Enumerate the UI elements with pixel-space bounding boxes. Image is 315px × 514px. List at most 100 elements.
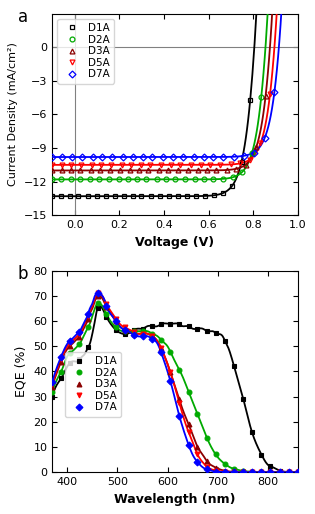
D3A: [214, 465, 218, 471]
D3A: [123, 327, 127, 333]
D5A: [187, 429, 191, 435]
D1A: [278, 468, 282, 474]
D3A: [176, 168, 180, 174]
D5A: [59, 356, 63, 362]
D5A: [50, 162, 54, 168]
D3A: [86, 316, 90, 322]
D3A: [77, 334, 81, 340]
D2A: [211, 176, 215, 182]
D7A: [171, 154, 175, 160]
D2A: [77, 341, 81, 347]
D7A: [110, 154, 114, 160]
D5A: [139, 162, 143, 168]
Line: D1A: D1A: [50, 0, 271, 198]
D3A: [268, 469, 272, 475]
D7A: [151, 154, 154, 160]
D5A: [70, 162, 73, 168]
D1A: [223, 338, 227, 344]
D1A: [114, 327, 117, 333]
D3A: [132, 331, 136, 337]
D5A: [141, 331, 145, 337]
Line: D3A: D3A: [50, 0, 288, 173]
D3A: [89, 168, 93, 174]
D2A: [202, 176, 206, 182]
D1A: [287, 469, 290, 475]
D5A: [159, 345, 163, 351]
D1A: [167, 193, 170, 199]
D2A: [141, 328, 145, 334]
D1A: [59, 193, 63, 199]
D1A: [185, 193, 189, 199]
D2A: [259, 94, 263, 100]
D1A: [95, 193, 99, 199]
D3A: [50, 168, 54, 174]
Line: D5A: D5A: [50, 0, 293, 167]
D2A: [205, 434, 209, 440]
D2A: [135, 176, 139, 182]
D7A: [162, 154, 165, 160]
D2A: [96, 300, 100, 306]
D1A: [59, 375, 63, 381]
D7A: [192, 154, 196, 160]
D7A: [232, 154, 236, 160]
D3A: [50, 383, 54, 390]
D1A: [123, 331, 127, 337]
D1A: [86, 193, 90, 199]
D7A: [86, 310, 90, 317]
D1A: [159, 321, 163, 327]
D7A: [105, 303, 108, 309]
D5A: [120, 162, 123, 168]
D3A: [146, 168, 150, 174]
D5A: [177, 400, 181, 406]
D1A: [214, 329, 218, 336]
D5A: [109, 162, 113, 168]
D3A: [114, 318, 117, 324]
D3A: [278, 469, 282, 475]
D2A: [114, 324, 117, 331]
D2A: [260, 469, 263, 475]
D1A: [169, 321, 172, 327]
D5A: [148, 162, 152, 168]
D7A: [114, 318, 117, 324]
D3A: [225, 167, 229, 173]
D1A: [187, 323, 191, 329]
D1A: [212, 192, 216, 198]
D1A: [232, 362, 236, 369]
D7A: [68, 338, 72, 344]
D2A: [287, 469, 290, 475]
D7A: [202, 154, 206, 160]
D2A: [231, 174, 234, 180]
D5A: [169, 369, 172, 375]
D5A: [241, 469, 245, 475]
Text: b: b: [18, 265, 28, 283]
D1A: [86, 344, 90, 351]
D2A: [214, 451, 218, 457]
D3A: [232, 469, 236, 475]
D3A: [244, 161, 248, 168]
D5A: [250, 469, 254, 475]
D5A: [259, 140, 262, 146]
D7A: [232, 469, 236, 475]
D5A: [218, 162, 222, 168]
D7A: [121, 154, 125, 160]
D3A: [69, 168, 73, 174]
D7A: [159, 349, 163, 355]
Text: a: a: [18, 8, 28, 26]
Line: D1A: D1A: [50, 305, 300, 475]
D1A: [50, 193, 54, 199]
D2A: [193, 176, 197, 182]
D2A: [88, 176, 92, 182]
D3A: [137, 168, 141, 174]
D5A: [100, 162, 103, 168]
Y-axis label: Current Density (mA/cm²): Current Density (mA/cm²): [8, 43, 18, 187]
D2A: [296, 469, 300, 475]
D1A: [203, 193, 206, 199]
D7A: [169, 378, 172, 384]
D1A: [221, 190, 225, 196]
D3A: [205, 168, 209, 174]
D3A: [108, 168, 112, 174]
D2A: [117, 176, 121, 182]
D1A: [131, 193, 135, 199]
D2A: [241, 468, 245, 474]
D1A: [268, 463, 272, 469]
